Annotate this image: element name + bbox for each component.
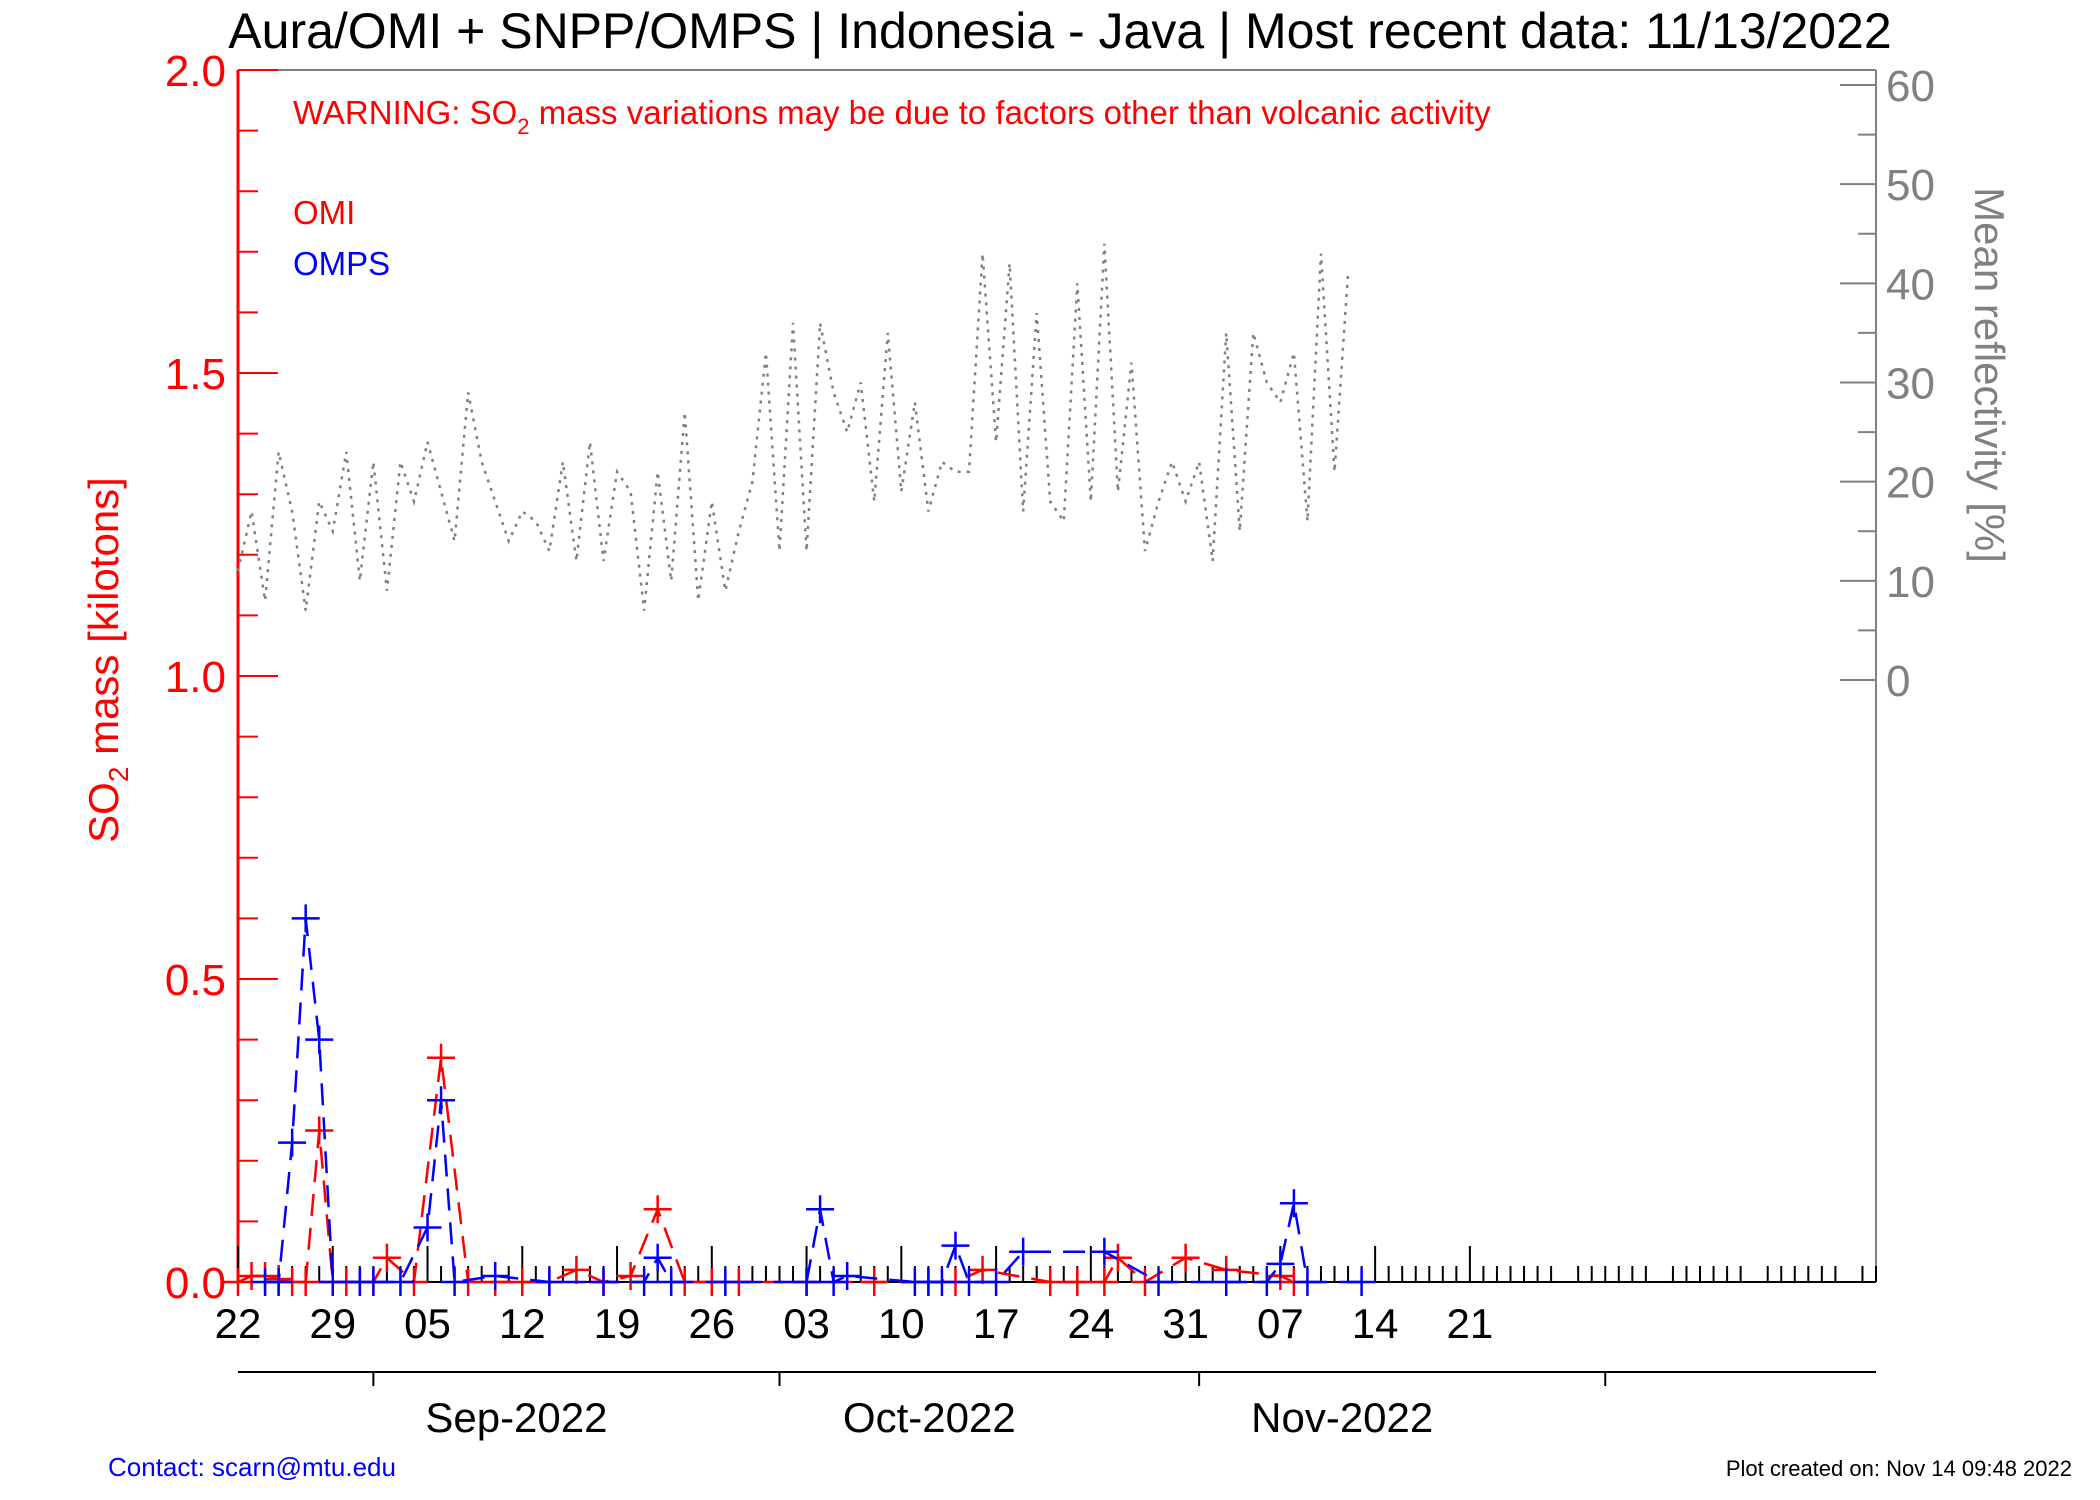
omps-point xyxy=(1212,1268,1241,1296)
omps-point xyxy=(711,1268,740,1296)
legend-omi: OMI xyxy=(293,194,355,231)
x-axis: 22 29 05 12 19 26 03 10 17 24 31 07 14 21 Sep-2022 Oct-… xyxy=(215,1246,1877,1441)
series-omps xyxy=(251,904,1376,1296)
legend-omps: OMPS xyxy=(293,245,390,282)
x-tick-label: 26 xyxy=(688,1300,735,1347)
omi-point xyxy=(1063,1268,1092,1296)
right-tick-label: 0 xyxy=(1886,657,1910,706)
omps-point xyxy=(1293,1268,1322,1296)
omps-point xyxy=(792,1268,821,1296)
contact-email[interactable]: Contact: scarn@mtu.edu xyxy=(108,1452,396,1482)
month-label: Oct-2022 xyxy=(843,1394,1016,1441)
omps-point xyxy=(413,1213,442,1242)
x-tick-label: 05 xyxy=(404,1300,451,1347)
month-label: Sep-2022 xyxy=(425,1394,607,1441)
right-tick-label: 50 xyxy=(1886,161,1935,210)
omi-point xyxy=(968,1255,997,1284)
omi-point xyxy=(1103,1243,1132,1272)
series-omi xyxy=(224,1043,1308,1296)
omps-point xyxy=(643,1243,672,1272)
x-tick-label: 29 xyxy=(309,1300,356,1347)
x-tick-label: 12 xyxy=(499,1300,546,1347)
right-tick-label: 60 xyxy=(1886,62,1935,111)
omi-point xyxy=(860,1268,889,1296)
omps-point xyxy=(1266,1249,1295,1278)
omi-point xyxy=(1036,1268,1065,1296)
omps-point xyxy=(427,1086,456,1115)
omps-point xyxy=(1009,1237,1038,1266)
omi-point xyxy=(1090,1268,1119,1296)
omps-point xyxy=(806,1195,835,1224)
omps-point xyxy=(305,1025,334,1054)
omps-point xyxy=(264,1268,293,1296)
right-tick-label: 20 xyxy=(1886,459,1935,508)
left-tick-label: 2.0 xyxy=(165,47,226,96)
right-axis-title: Mean reflectivity [%] xyxy=(1966,187,2013,563)
left-tick-label: 0.5 xyxy=(165,956,226,1005)
warning-text: WARNING: SO2 mass variations may be due … xyxy=(293,94,1491,139)
omi-point xyxy=(1171,1243,1200,1272)
omps-point xyxy=(291,904,320,933)
left-axis-title: SO2 mass [kilotons] xyxy=(80,477,134,843)
omps-point xyxy=(386,1268,415,1296)
omi-point xyxy=(224,1268,252,1296)
omps-point xyxy=(1252,1268,1281,1296)
x-tick-label: 22 xyxy=(215,1300,262,1347)
x-tick-label: 19 xyxy=(594,1300,641,1347)
omi-point xyxy=(427,1043,456,1072)
omps-point xyxy=(941,1231,970,1260)
omps-point xyxy=(481,1261,510,1290)
omps-point xyxy=(982,1268,1011,1296)
omi-point xyxy=(616,1261,645,1290)
omps-point xyxy=(819,1268,848,1296)
omi-line xyxy=(237,1057,1295,1285)
omi-point xyxy=(372,1243,401,1272)
x-tick-label: 10 xyxy=(878,1300,925,1347)
omps-point xyxy=(955,1268,984,1296)
omps-point xyxy=(1090,1237,1119,1266)
x-tick-label: 03 xyxy=(783,1300,830,1347)
omps-point xyxy=(535,1268,564,1296)
omps-point xyxy=(833,1261,862,1290)
omps-point xyxy=(589,1268,618,1296)
right-tick-label: 40 xyxy=(1886,260,1935,309)
x-tick-label: 24 xyxy=(1067,1300,1114,1347)
chart-title: Aura/OMI + SNPP/OMPS | Indonesia - Java … xyxy=(228,3,1891,59)
legend: OMI OMPS xyxy=(293,194,390,282)
left-tick-label: 1.5 xyxy=(165,350,226,399)
omi-point xyxy=(291,1268,320,1296)
plot-area xyxy=(238,69,1876,1283)
omps-point xyxy=(657,1268,686,1296)
right-tick-label: 10 xyxy=(1886,558,1935,607)
x-tick-label: 07 xyxy=(1257,1300,1304,1347)
omi-point xyxy=(562,1255,591,1284)
omps-point xyxy=(278,1128,307,1157)
left-tick-label: 1.0 xyxy=(165,653,226,702)
left-tick-label: 0.0 xyxy=(165,1259,226,1308)
omi-point xyxy=(643,1195,672,1224)
omps-point xyxy=(318,1268,347,1296)
omi-point xyxy=(508,1268,537,1296)
x-tick-label: 17 xyxy=(973,1300,1020,1347)
omps-point xyxy=(1279,1189,1308,1218)
month-label: Nov-2022 xyxy=(1251,1394,1433,1441)
x-tick-label: 14 xyxy=(1352,1300,1399,1347)
series-mean-reflectivity xyxy=(236,243,1350,611)
plot-created-timestamp: Plot created on: Nov 14 09:48 2022 xyxy=(1726,1456,2072,1481)
omps-point xyxy=(1144,1268,1173,1296)
right-y-axis: 0 10 20 30 40 50 60 xyxy=(1840,62,1935,1282)
omps-point xyxy=(630,1268,659,1296)
x-tick-label: 31 xyxy=(1162,1300,1209,1347)
omps-point xyxy=(927,1268,956,1296)
omi-point xyxy=(305,1116,334,1145)
reflectivity-line xyxy=(236,243,1350,611)
omps-point xyxy=(359,1268,388,1296)
x-tick-label: 21 xyxy=(1447,1300,1494,1347)
right-tick-label: 30 xyxy=(1886,360,1935,409)
left-y-axis: 0.0 0.5 1.0 1.5 2.0 xyxy=(165,47,278,1308)
omps-point xyxy=(1347,1268,1376,1296)
omps-point xyxy=(440,1268,469,1296)
